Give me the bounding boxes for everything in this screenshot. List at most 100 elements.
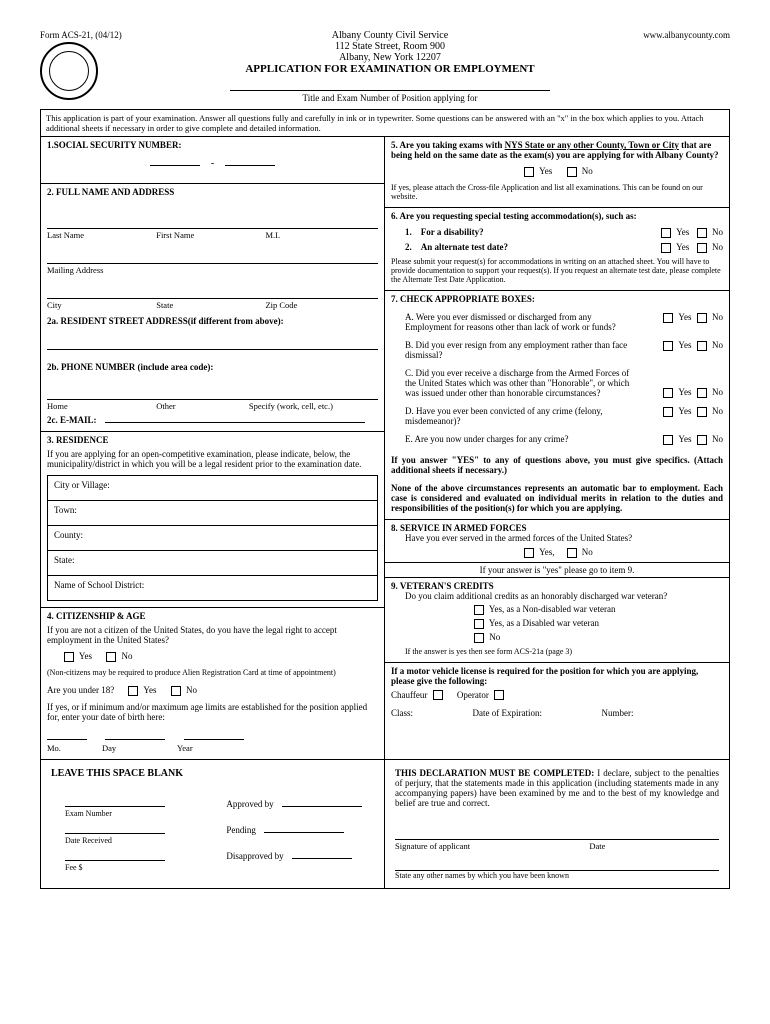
state-input[interactable]: State: — [48, 551, 377, 576]
s7b-yes[interactable] — [663, 341, 673, 351]
s9-opt3[interactable] — [474, 633, 484, 643]
s7-title: 7. CHECK APPROPRIATE BOXES: — [391, 294, 723, 304]
first-name-label: First Name — [156, 230, 265, 240]
s6-1-no[interactable] — [697, 228, 707, 238]
other-names-label: State any other names by which you have … — [395, 871, 719, 880]
disapproved-input[interactable] — [292, 858, 352, 859]
county-input[interactable]: County: — [48, 526, 377, 551]
chauffeur-checkbox[interactable] — [433, 690, 443, 700]
city-label: City — [47, 300, 156, 310]
s6-1-yes[interactable] — [661, 228, 671, 238]
s9-note: If the answer is yes then see form ACS-2… — [405, 647, 723, 656]
s6-i2: 2. An alternate test date? — [405, 242, 508, 252]
pending-input[interactable] — [264, 832, 344, 833]
zip-label: Zip Code — [265, 300, 297, 310]
num-label: Number: — [602, 708, 634, 718]
fee-input[interactable] — [65, 860, 165, 861]
town-input[interactable]: Town: — [48, 501, 377, 526]
s7e-no[interactable] — [697, 435, 707, 445]
s7b-no[interactable] — [697, 341, 707, 351]
city-state-zip-input[interactable] — [47, 285, 378, 299]
s7d-no[interactable] — [697, 407, 707, 417]
s7-d: D. Have you ever been convicted of any c… — [405, 406, 635, 426]
dob-day-input[interactable] — [105, 739, 165, 740]
email-input[interactable] — [105, 422, 365, 423]
other-names-input[interactable] — [395, 857, 719, 871]
specify-label: Specify (work, cell, etc.) — [249, 401, 333, 411]
signature-input[interactable] — [395, 826, 719, 840]
s7e-yes[interactable] — [663, 435, 673, 445]
mi-label: M.I. — [265, 230, 280, 240]
s7d-yes[interactable] — [663, 407, 673, 417]
state-label: State — [156, 300, 265, 310]
section-residence: 3. RESIDENCE If you are applying for an … — [41, 432, 384, 608]
operator-checkbox[interactable] — [494, 690, 504, 700]
section-5: 5. Are you taking exams with NYS State o… — [385, 137, 729, 208]
resident-input[interactable] — [47, 336, 378, 350]
s8-yes[interactable] — [524, 548, 534, 558]
citizenship-title: 4. CITIZENSHIP & AGE — [47, 611, 378, 621]
under18-yes-checkbox[interactable] — [128, 686, 138, 696]
section-6: 6. Are you requesting special testing ac… — [385, 208, 729, 291]
s6-note: Please submit your request(s) for accomm… — [391, 257, 723, 284]
residence-title: 3. RESIDENCE — [47, 435, 378, 445]
position-title-input[interactable] — [230, 81, 550, 91]
section-name-address: 2. FULL NAME AND ADDRESS Last Name First… — [41, 184, 384, 432]
instructions: This application is part of your examina… — [40, 109, 730, 137]
form-body: 1.SOCIAL SECURITY NUMBER: - 2. FULL NAME… — [40, 137, 730, 760]
s7a-yes[interactable] — [663, 313, 673, 323]
org-name: Albany County Civil Service — [170, 30, 610, 41]
s9-title: 9. VETERAN'S CREDITS — [391, 581, 723, 591]
s7c-no[interactable] — [697, 388, 707, 398]
dob-year-input[interactable] — [184, 739, 244, 740]
s7-e: E. Are you now under charges for any cri… — [405, 434, 635, 444]
form-id: Form ACS-21, (04/12) — [40, 30, 160, 40]
resident-title: 2a. RESIDENT STREET ADDRESS(if different… — [47, 316, 378, 326]
s6-i1: 1. For a disability? — [405, 227, 484, 237]
s5-no-checkbox[interactable] — [567, 167, 577, 177]
mailing-input[interactable] — [47, 250, 378, 264]
approved-input[interactable] — [282, 806, 362, 807]
bottom-section: LEAVE THIS SPACE BLANK Exam Number Date … — [40, 760, 730, 889]
section-ssn: 1.SOCIAL SECURITY NUMBER: - — [41, 137, 384, 184]
day-label: Day — [102, 743, 177, 753]
header: Form ACS-21, (04/12) Albany County Civil… — [40, 30, 730, 103]
dob-mo-input[interactable] — [47, 739, 87, 740]
citizen-no-checkbox[interactable] — [106, 652, 116, 662]
date-label: Date Received — [65, 836, 196, 845]
ssn-title: 1.SOCIAL SECURITY NUMBER: — [47, 140, 378, 150]
phone-title: 2b. PHONE NUMBER (include area code): — [47, 362, 378, 372]
s9-opt1[interactable] — [474, 605, 484, 615]
residence-text: If you are applying for an open-competit… — [47, 449, 378, 469]
s9-opt2[interactable] — [474, 619, 484, 629]
name-input[interactable] — [47, 215, 378, 229]
sig-label: Signature of applicant — [395, 841, 589, 851]
exp-label: Date of Expiration: — [473, 708, 542, 718]
s8-no[interactable] — [567, 548, 577, 558]
ssn-input[interactable]: - — [47, 150, 378, 177]
address2: Albany, New York 12207 — [170, 52, 610, 63]
exam-number-input[interactable] — [65, 806, 165, 807]
s5-title: 5. Are you taking exams with NYS State o… — [391, 140, 718, 160]
s9-q: Do you claim additional credits as an ho… — [405, 591, 723, 601]
s7-c: C. Did you ever receive a discharge from… — [405, 368, 635, 398]
blank-title: LEAVE THIS SPACE BLANK — [51, 768, 374, 779]
under18-no-checkbox[interactable] — [171, 686, 181, 696]
school-input[interactable]: Name of School District: — [48, 576, 377, 600]
email-title: 2c. E-MAIL: — [47, 415, 97, 425]
date-received-input[interactable] — [65, 833, 165, 834]
city-village-input[interactable]: City or Village: — [48, 476, 377, 501]
mailing-label: Mailing Address — [47, 265, 103, 275]
s7a-no[interactable] — [697, 313, 707, 323]
s5-yes-checkbox[interactable] — [524, 167, 534, 177]
s7-b: B. Did you ever resign from any employme… — [405, 340, 635, 360]
class-label: Class: — [391, 708, 413, 718]
citizen-yes-checkbox[interactable] — [64, 652, 74, 662]
s7c-yes[interactable] — [663, 388, 673, 398]
section-8: 8. SERVICE IN ARMED FORCES Have you ever… — [385, 520, 729, 578]
phone-input[interactable] — [47, 386, 378, 400]
s6-2-yes[interactable] — [661, 243, 671, 253]
s6-2-no[interactable] — [697, 243, 707, 253]
section-7: 7. CHECK APPROPRIATE BOXES: A. Were you … — [385, 291, 729, 520]
website: www.albanycounty.com — [610, 30, 730, 40]
